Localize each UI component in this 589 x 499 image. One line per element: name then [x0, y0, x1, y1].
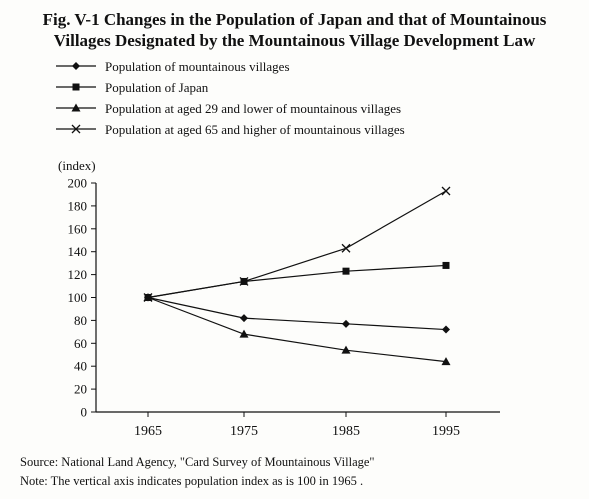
legend-symbol-square [56, 83, 96, 91]
data-point-diamond [240, 314, 248, 323]
series-x [143, 186, 451, 302]
data-point-x [143, 293, 153, 302]
y-tick-label: 40 [74, 359, 87, 374]
y-axis-ticks: 0 20 40 60 80 100 120 140 160 180 200 [68, 176, 96, 420]
series-line [147, 296, 447, 331]
data-point-triangle [239, 329, 249, 338]
data-point-x [341, 243, 351, 253]
chart-series [143, 186, 451, 366]
legend-label: Population of Japan [105, 80, 209, 95]
figure-title-line-1: Fig. V-1 Changes in the Population of Ja… [42, 10, 547, 29]
y-tick-label: 60 [74, 336, 87, 351]
axis-note: Note: The vertical axis indicates popula… [20, 474, 364, 488]
y-tick-label: 120 [68, 267, 88, 282]
chart-axes [95, 183, 500, 413]
series-triangle [143, 293, 451, 366]
data-point-square [442, 261, 450, 269]
data-point-triangle [441, 357, 451, 366]
data-point-x [239, 277, 249, 286]
legend-label: Population of mountainous villages [105, 59, 290, 74]
x-tick-label: 1985 [332, 424, 360, 439]
y-tick-label: 20 [74, 382, 87, 397]
series-square [144, 261, 450, 301]
x-tick-label: 1975 [230, 424, 258, 439]
data-point-x [441, 186, 451, 196]
legend-label: Population at aged 29 and lower of mount… [105, 101, 402, 116]
source-note: Source: National Land Agency, "Card Surv… [20, 455, 375, 469]
y-tick-label: 140 [68, 244, 88, 259]
series-line [147, 296, 447, 363]
x-tick-label: 1995 [432, 424, 460, 439]
x-tick-label: 1965 [134, 424, 162, 439]
y-tick-label: 200 [68, 176, 88, 191]
data-point-triangle [341, 345, 351, 354]
y-tick-label: 100 [68, 290, 88, 305]
data-point-square [342, 267, 350, 275]
legend-symbol-diamond [56, 62, 96, 70]
series-line [147, 190, 447, 299]
x-axis-ticks: 1965 1975 1985 1995 [134, 412, 460, 439]
y-tick-label: 160 [68, 221, 88, 236]
data-point-diamond [342, 319, 350, 328]
legend-symbol-triangle [56, 103, 96, 112]
y-axis-label: (index) [58, 158, 96, 173]
y-tick-label: 180 [68, 198, 88, 213]
series-line [147, 264, 447, 299]
y-tick-label: 80 [74, 313, 87, 328]
figure-title-line-2: Villages Designated by the Mountainous V… [53, 31, 536, 50]
legend-label: Population at aged 65 and higher of moun… [105, 122, 405, 137]
y-tick-label: 0 [81, 405, 88, 420]
legend-symbol-x [56, 124, 96, 134]
data-point-diamond [442, 325, 450, 334]
